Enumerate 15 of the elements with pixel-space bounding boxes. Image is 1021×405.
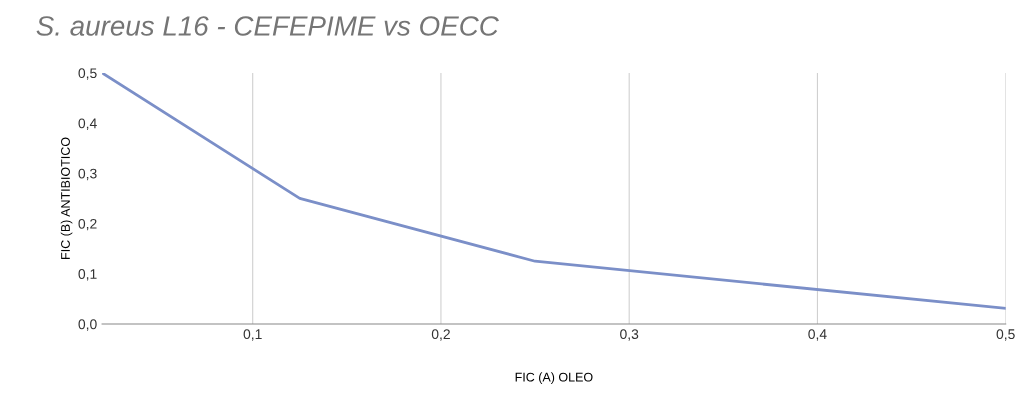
x-tick-label: 0,5 xyxy=(996,329,1015,341)
x-tick-label: 0,4 xyxy=(808,329,827,341)
x-axis-title: FIC (A) OLEO xyxy=(515,372,593,385)
x-tick-label: 0,1 xyxy=(243,329,262,341)
line-series xyxy=(102,72,1006,310)
y-tick-label: 0,0 xyxy=(78,319,97,331)
y-tick-label: 0,2 xyxy=(78,218,97,231)
x-tick-label: 0,2 xyxy=(431,329,450,341)
y-axis-title: FIC (B) ANTIBIOTICO xyxy=(60,137,73,259)
chart-title: S. aureus L16 - CEFEPIME vs OECC xyxy=(36,16,499,36)
y-tick-label: 0,5 xyxy=(78,68,97,80)
y-tick-label: 0,4 xyxy=(78,118,97,130)
x-tick-label: 0,3 xyxy=(620,329,639,341)
y-tick-label: 0,1 xyxy=(78,269,97,281)
y-tick-label: 0,3 xyxy=(78,168,97,181)
